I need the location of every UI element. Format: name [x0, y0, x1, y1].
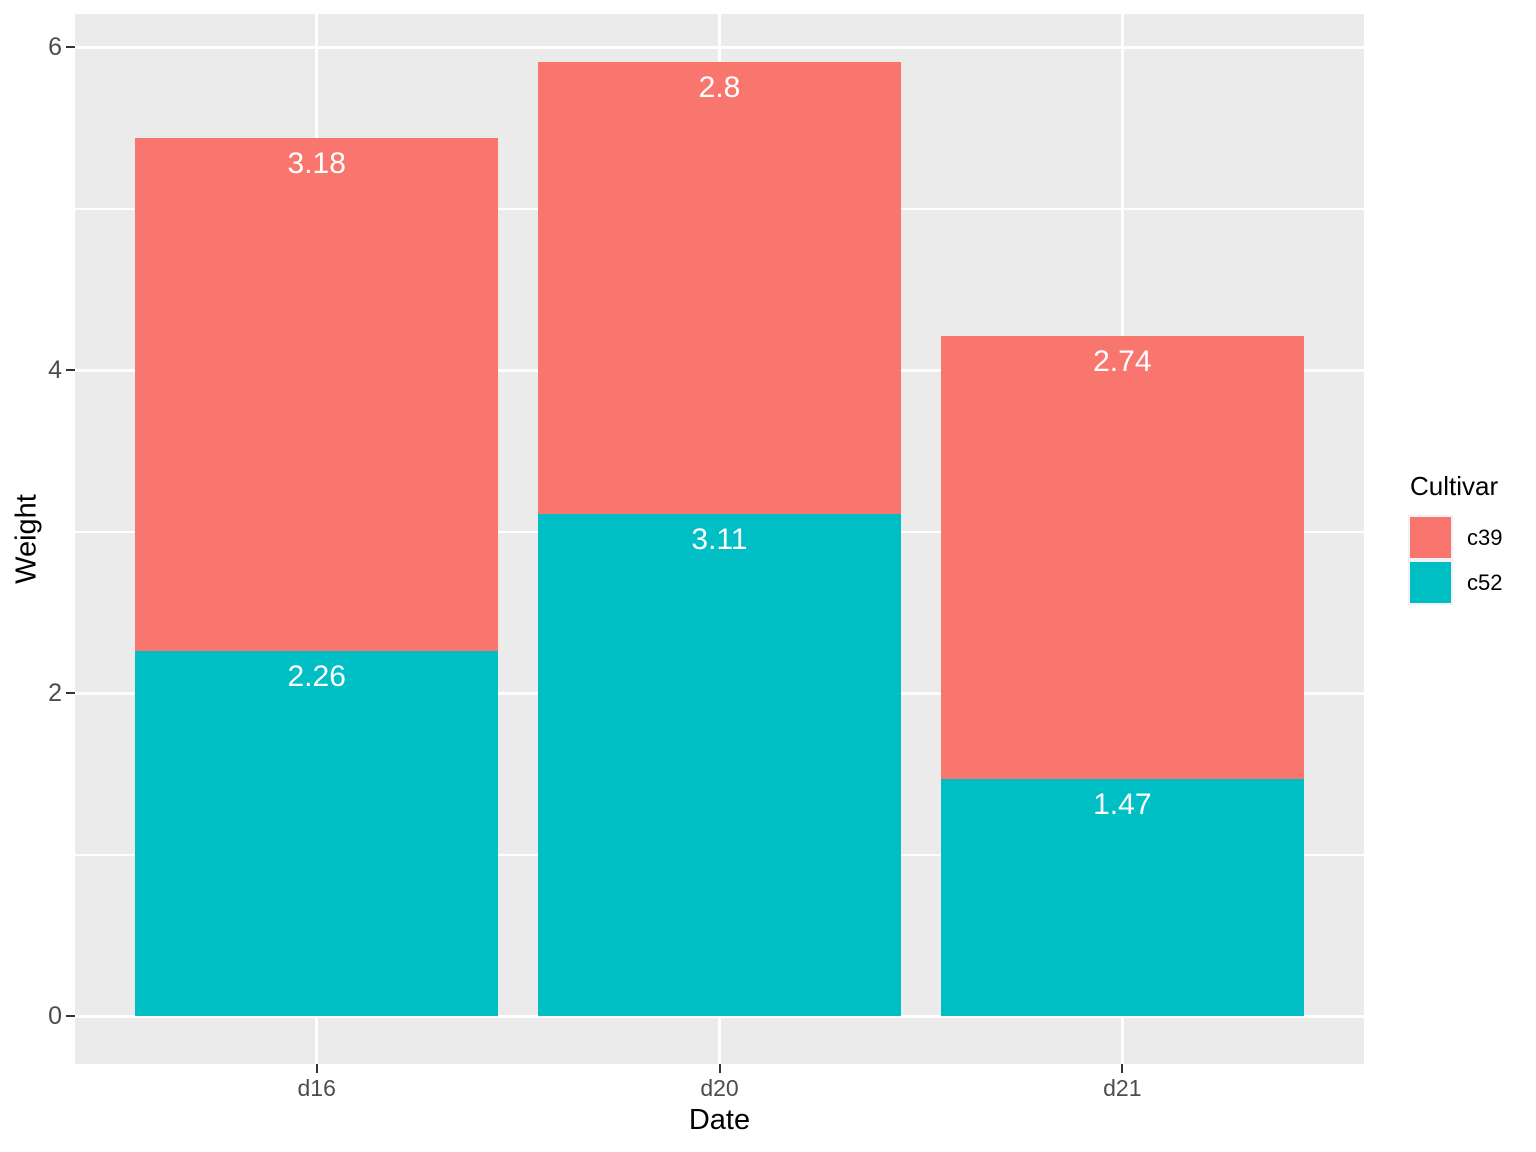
- bar-segment-d20-c39: [538, 61, 901, 514]
- x-tick-label: d21: [1103, 1075, 1142, 1101]
- legend-key-c39: [1408, 515, 1453, 560]
- plot-panel: 2.26 3.18 3.11 2.8 1.47 2.74: [75, 14, 1364, 1064]
- bar-value-label-d20-c39: 2.8: [698, 70, 741, 104]
- x-axis-title: Date: [688, 1104, 751, 1136]
- legend-title: Cultivar: [1410, 471, 1499, 501]
- bar-segment-d16-c52: [135, 651, 498, 1017]
- bar-value-label-d16-c39: 3.18: [287, 146, 346, 180]
- legend-items: c39 c52: [1408, 515, 1502, 605]
- x-tick-label: d16: [297, 1075, 336, 1101]
- y-tick-label: 6: [48, 33, 62, 62]
- legend-item-c39: c39: [1408, 515, 1502, 560]
- legend-key-c52: [1408, 560, 1453, 605]
- y-tick-mark: [66, 369, 75, 372]
- y-tick-mark: [66, 1015, 75, 1018]
- bar-segment-d21-c52: [941, 778, 1304, 1017]
- bar-segment-d20-c52: [538, 513, 901, 1017]
- bar-value-label-d16-c52: 2.26: [287, 660, 346, 694]
- legend-item-label-c39: c39: [1467, 524, 1503, 550]
- bar-segment-d16-c39: [135, 137, 498, 652]
- legend-swatch-c52-icon: [1410, 562, 1451, 603]
- x-tick-mark: [718, 1064, 721, 1073]
- y-tick-mark: [66, 692, 75, 695]
- x-tick-mark: [315, 1064, 318, 1073]
- legend-item-c52: c52: [1408, 560, 1502, 605]
- bar-value-label-d21-c39: 2.74: [1093, 345, 1152, 379]
- y-tick-label: 4: [48, 356, 62, 385]
- x-tick-mark: [1121, 1064, 1124, 1073]
- x-tick-label: d20: [700, 1075, 739, 1101]
- y-tick-label: 0: [48, 1002, 62, 1031]
- legend: Cultivar c39 c52: [1408, 470, 1502, 605]
- y-tick-mark: [66, 46, 75, 49]
- bar-value-label-d20-c52: 3.11: [691, 522, 748, 556]
- y-axis-title: Weight: [10, 494, 43, 584]
- bar-value-label-d21-c52: 1.47: [1093, 787, 1152, 821]
- y-tick-label: 2: [48, 679, 62, 708]
- legend-swatch-c39-icon: [1410, 517, 1451, 558]
- legend-item-label-c52: c52: [1467, 569, 1503, 595]
- bar-segment-d21-c39: [941, 336, 1304, 779]
